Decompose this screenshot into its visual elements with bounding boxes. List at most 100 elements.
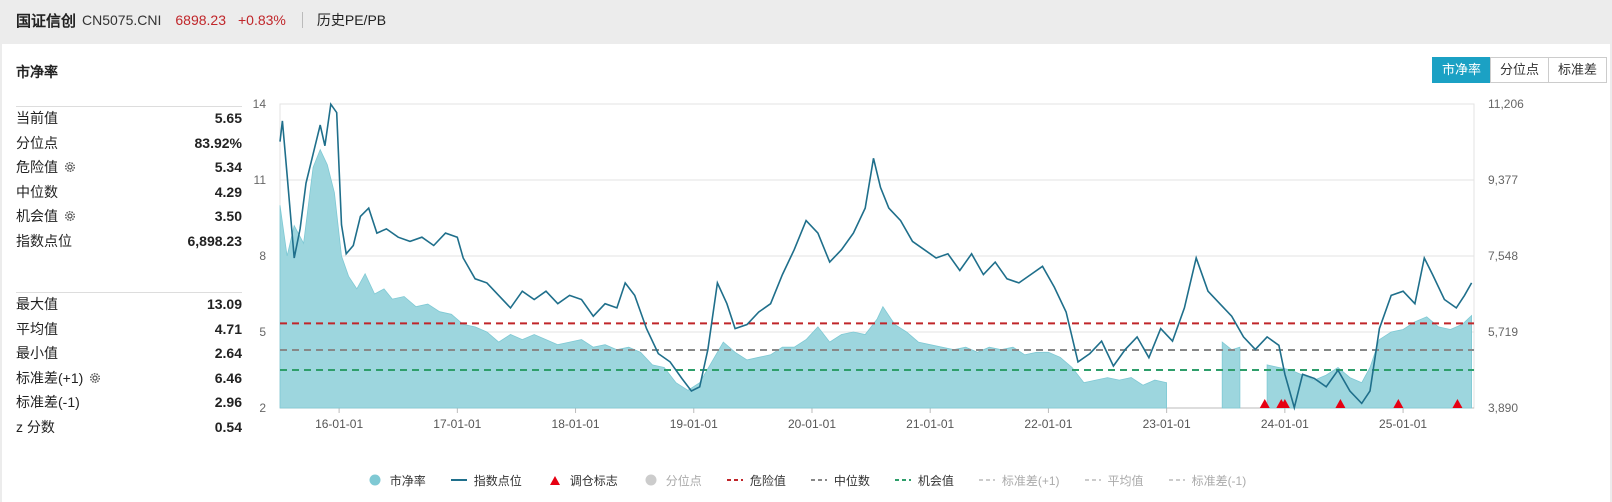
pb-chart[interactable]: 2 5 8 11 14 3,890 5,719 7,548 9,377 11,206 16-01-0… <box>2 44 1610 464</box>
stat-row: 分位点 83.92% <box>16 131 242 156</box>
stat-row: 平均值 4.71 <box>16 317 242 342</box>
legend-swatch <box>450 479 467 481</box>
history-label[interactable]: 历史PE/PB <box>316 12 387 28</box>
stat-label-text: 分位点 <box>16 134 58 151</box>
legend-item[interactable]: 危险值 <box>726 472 786 489</box>
rebalance-marker[interactable] <box>1259 399 1270 408</box>
chart-panel: 市净率 市净率 分位点 标准差 当前值 5.65 分位点 83.92% 危险值 5.34 中… <box>2 44 1610 502</box>
stat-label: 平均值 <box>16 319 58 339</box>
panel-title: 市净率 <box>16 64 58 80</box>
legend-label: 指数点位 <box>473 473 522 488</box>
pb-area <box>1266 314 1472 409</box>
x-tick: 21-01-01 <box>906 417 954 431</box>
stat-row: 当前值 5.65 <box>16 106 242 131</box>
legend-item[interactable]: 调仓标志 <box>546 472 618 489</box>
stat-row: 标准差(-1) 2.96 <box>16 390 242 415</box>
legend-item[interactable]: 市净率 <box>366 472 426 489</box>
pb-area <box>1221 341 1241 409</box>
stat-row: 标准差(+1) 6.46 <box>16 366 242 391</box>
stat-value: 6.46 <box>214 369 242 386</box>
y-left-tick: 5 <box>259 325 266 339</box>
pb-area <box>279 148 1167 409</box>
stat-row: 最小值 2.64 <box>16 341 242 366</box>
stat-label: 危险值 <box>16 157 76 177</box>
stats-summary: 最大值 13.09 平均值 4.71 最小值 2.64 标准差(+1) 6.46 标准差(-1)… <box>16 292 242 439</box>
legend-swatch <box>549 476 560 485</box>
stat-label-text: 当前值 <box>16 110 58 127</box>
legend-swatch <box>1168 479 1185 481</box>
x-tick: 16-01-01 <box>315 417 363 431</box>
y-left-tick: 11 <box>254 173 267 187</box>
rebalance-marker[interactable] <box>1452 399 1463 408</box>
legend-label: 标准差(+1) <box>1001 473 1060 488</box>
legend-swatch <box>894 479 911 481</box>
legend-label: 平均值 <box>1107 473 1144 488</box>
chart-legend: 市净率 指数点位 调仓标志 分位点 危险值 中位数 机会值 标准差(+1) 平均值 标准差(-1) <box>2 468 1610 492</box>
stat-value: 3.50 <box>214 208 242 225</box>
stats-divider-top <box>16 106 242 107</box>
legend-label: 调仓标志 <box>569 473 618 488</box>
legend-swatch <box>1084 479 1101 481</box>
stat-label: 标准差(+1) <box>16 368 101 388</box>
legend-item[interactable]: 机会值 <box>894 472 954 489</box>
y-right-tick: 11,206 <box>1488 97 1524 111</box>
stat-label-text: 中位数 <box>16 183 58 200</box>
legend-item[interactable]: 中位数 <box>810 472 870 489</box>
gear-icon[interactable] <box>83 372 101 384</box>
stat-label-text: 最小值 <box>16 345 58 362</box>
legend-label: 危险值 <box>749 473 786 488</box>
stat-value: 6,898.23 <box>187 232 243 249</box>
stat-row: 机会值 3.50 <box>16 204 242 229</box>
stat-label: 中位数 <box>16 182 58 202</box>
legend-label: 分位点 <box>665 473 702 488</box>
legend-label: 机会值 <box>917 473 954 488</box>
legend-item[interactable]: 分位点 <box>642 472 702 489</box>
x-tick: 17-01-01 <box>433 417 481 431</box>
header-bar: 国证信创 CN5075.CNI 6898.23 +0.83% 历史PE/PB <box>0 0 1612 40</box>
index-change: +0.83% <box>238 12 286 28</box>
y-left-tick: 2 <box>259 401 266 415</box>
stat-label-text: 平均值 <box>16 320 58 337</box>
rebalance-marker[interactable] <box>1335 399 1346 408</box>
legend-swatch <box>978 479 995 481</box>
rebalance-marker[interactable] <box>1393 399 1404 408</box>
stat-label-text: 危险值 <box>16 159 58 176</box>
stat-value: 2.96 <box>214 394 242 411</box>
legend-label: 市净率 <box>389 473 426 488</box>
x-tick: 18-01-01 <box>552 417 600 431</box>
index-name: 国证信创 <box>16 12 77 30</box>
stat-row: z 分数 0.54 <box>16 415 242 440</box>
index-line <box>279 102 1473 411</box>
legend-swatch <box>645 474 657 486</box>
gear-icon[interactable] <box>58 210 76 222</box>
legend-item[interactable]: 平均值 <box>1084 472 1144 489</box>
y-right-tick: 7,548 <box>1488 249 1518 263</box>
rebalance-marker[interactable] <box>1279 399 1290 408</box>
stat-label-text: 指数点位 <box>16 232 72 249</box>
gear-icon[interactable] <box>58 161 76 173</box>
stat-value: 4.71 <box>214 320 242 337</box>
legend-label: 标准差(-1) <box>1191 473 1247 488</box>
x-tick: 19-01-01 <box>670 417 718 431</box>
stat-label: z 分数 <box>16 417 55 437</box>
tab-stddev[interactable]: 标准差 <box>1547 57 1607 83</box>
index-price: 6898.23 <box>175 12 226 28</box>
legend-item[interactable]: 标准差(-1) <box>1168 472 1247 489</box>
stat-label-text: 标准差(-1) <box>16 394 80 411</box>
y-left-tick: 8 <box>259 249 266 263</box>
legend-swatch <box>810 479 827 481</box>
legend-item[interactable]: 指数点位 <box>450 472 522 489</box>
stat-value: 5.65 <box>214 110 242 127</box>
legend-label: 中位数 <box>833 473 870 488</box>
stat-label-text: 标准差(+1) <box>16 369 84 386</box>
stat-label: 最大值 <box>16 294 58 314</box>
x-tick: 20-01-01 <box>788 417 836 431</box>
x-tick: 22-01-01 <box>1024 417 1072 431</box>
stat-label: 标准差(-1) <box>16 392 80 412</box>
stat-label: 最小值 <box>16 343 58 363</box>
stat-row: 中位数 4.29 <box>16 180 242 205</box>
x-tick: 23-01-01 <box>1143 417 1191 431</box>
stat-label-text: 最大值 <box>16 296 58 313</box>
stat-row: 指数点位 6,898.23 <box>16 229 242 254</box>
legend-item[interactable]: 标准差(+1) <box>978 472 1060 489</box>
